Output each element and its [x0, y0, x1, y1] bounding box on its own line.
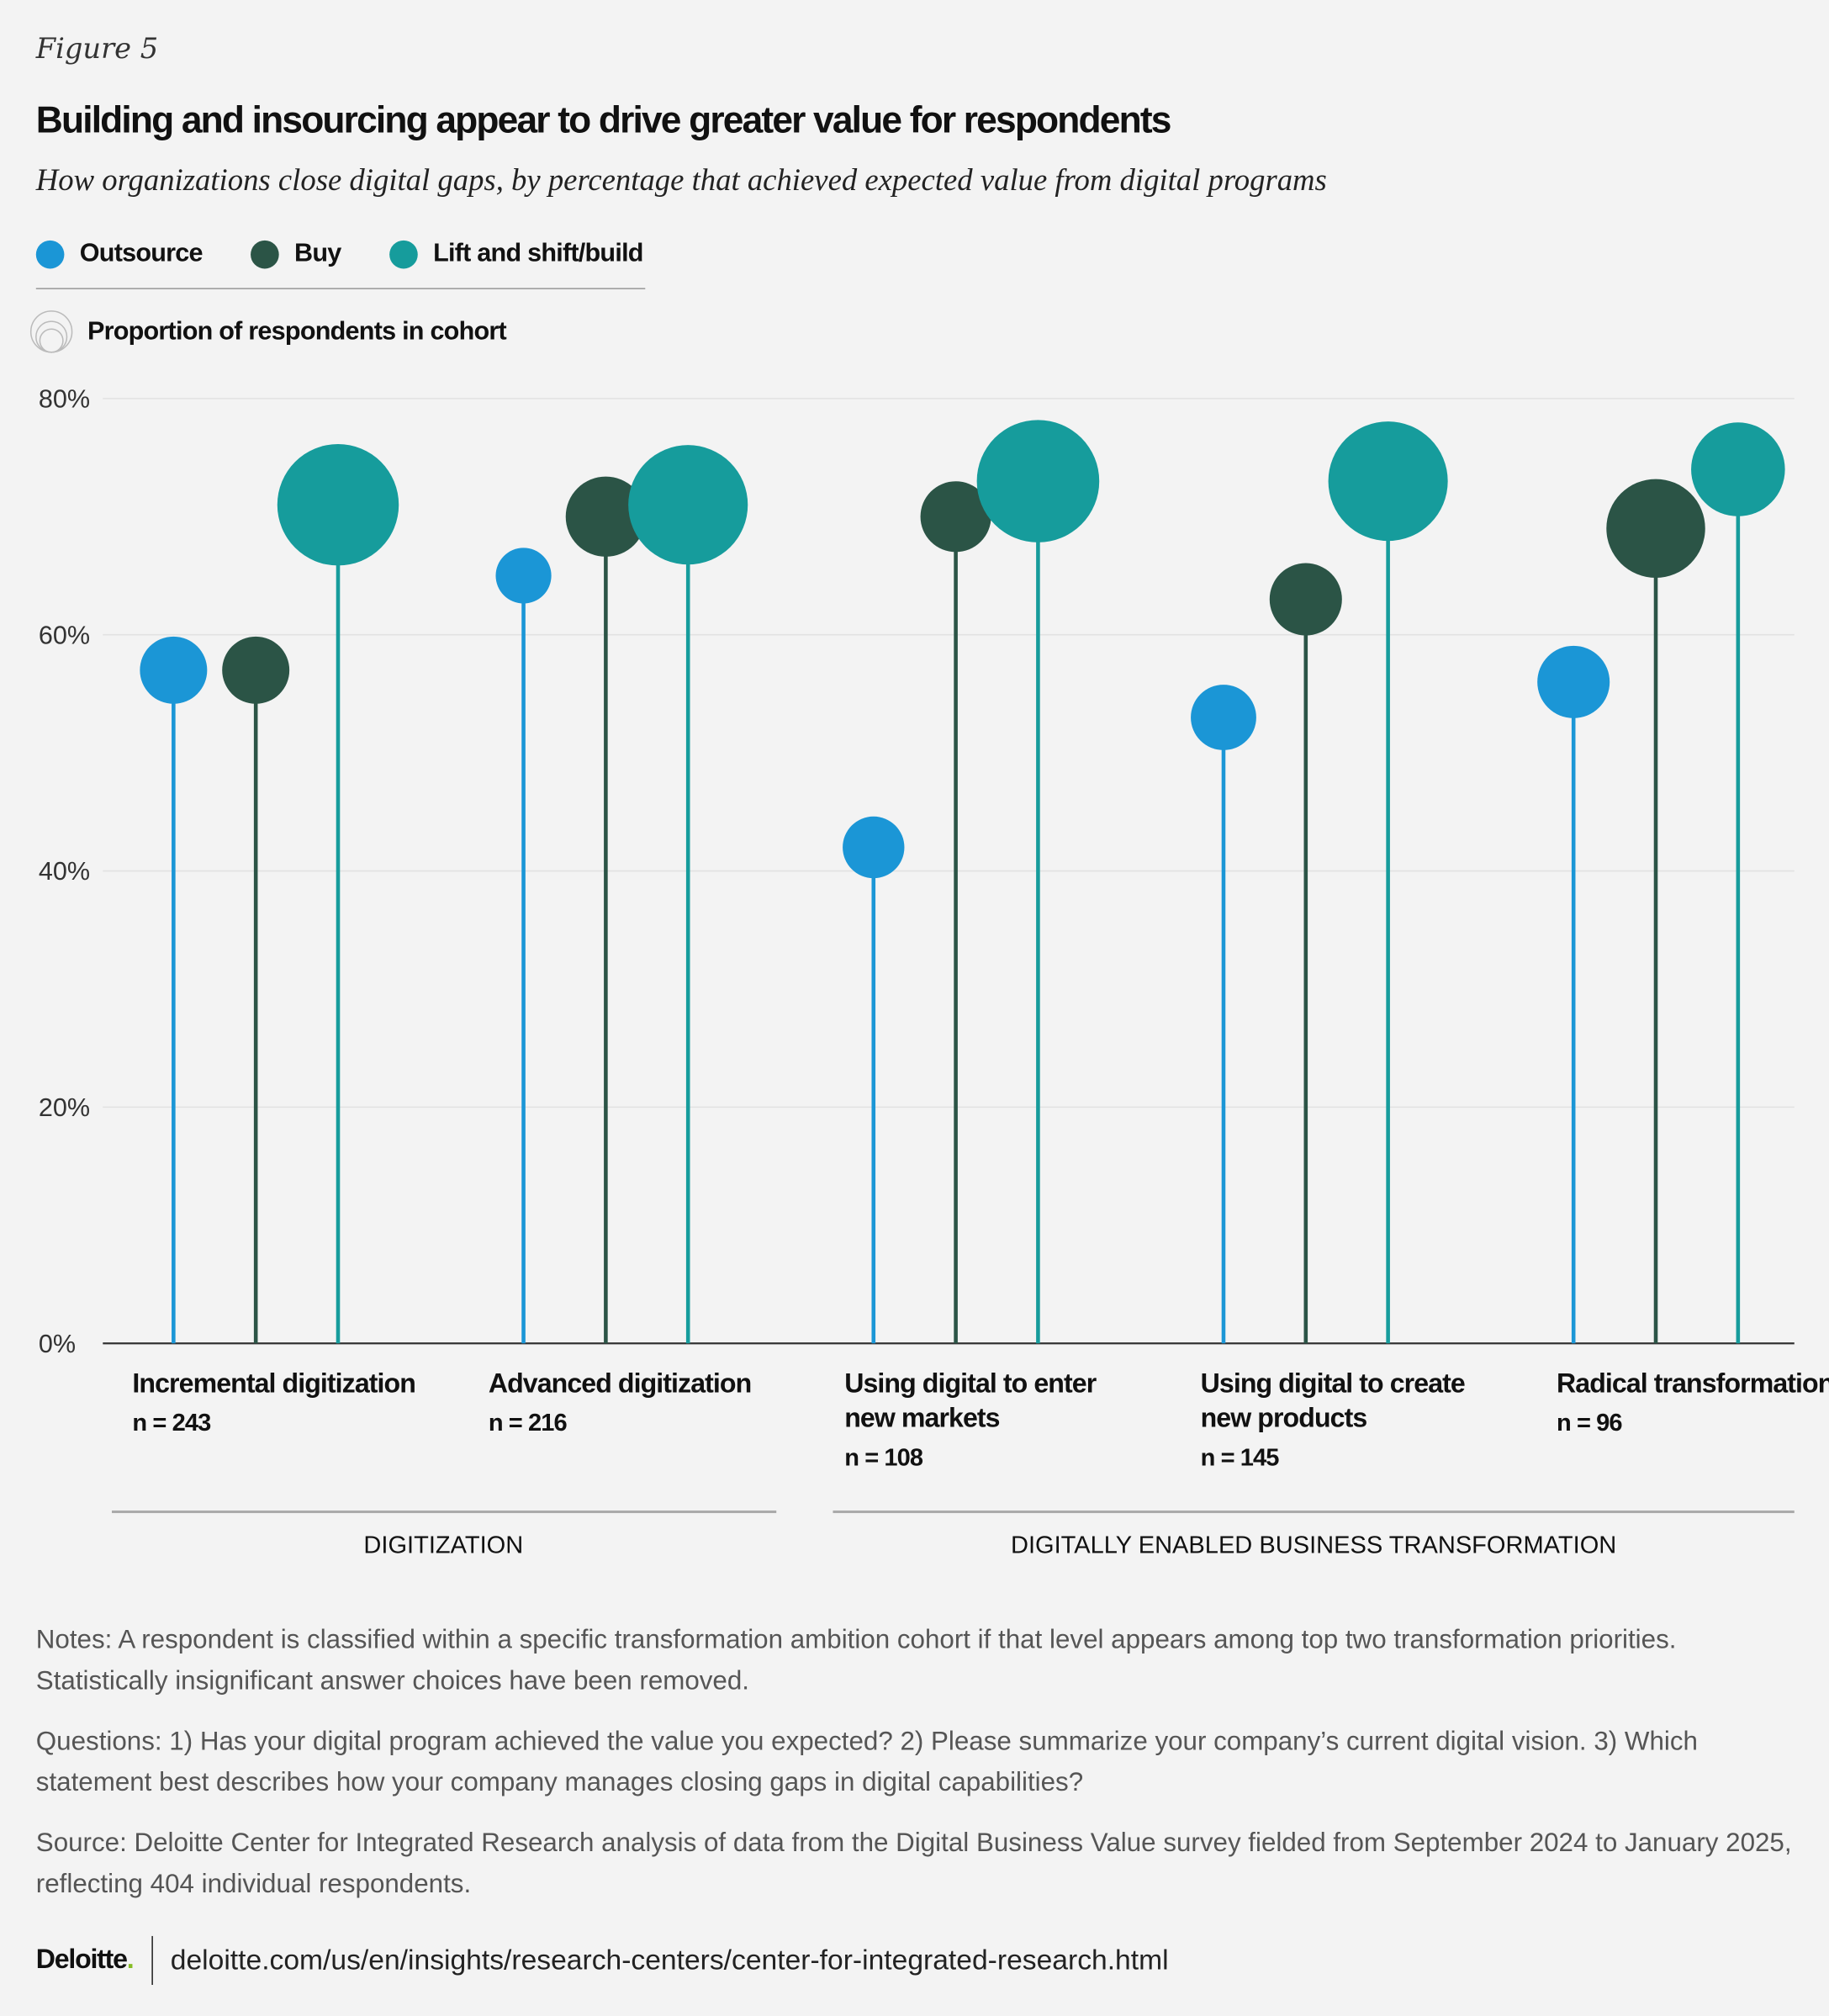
footer: Deloitte. deloitte.com/us/en/insights/re… [35, 1935, 1169, 1986]
chart-plot: 0% 20% 40% 60% 80% [39, 385, 1795, 1358]
bubble-lift-and-shift-build [1328, 421, 1448, 542]
category-n: n = 243 [132, 1410, 211, 1437]
legend-dot-icon [251, 240, 279, 268]
category-n: n = 96 [1557, 1410, 1623, 1437]
legend-size-label: Proportion of respondents in cohort [87, 316, 507, 346]
bubble-buy [222, 636, 290, 704]
bubble-buy [565, 476, 647, 557]
legend-dot-icon [389, 240, 418, 268]
category-name: Radical transformation [1557, 1368, 1829, 1400]
footer-link[interactable]: deloitte.com/us/en/insights/research-cen… [170, 1944, 1169, 1976]
legend-label: Buy [294, 239, 341, 267]
category-label: Incremental digitization n = 243 [132, 1367, 441, 1442]
category-n: n = 216 [488, 1410, 568, 1437]
legend-item-buy: Buy [251, 239, 341, 268]
y-tick-label: 80% [39, 385, 90, 414]
bubble-buy [1269, 563, 1342, 636]
legend-divider [35, 288, 646, 289]
legend-size: Proportion of respondents in cohort [29, 309, 507, 355]
notes-text: Notes: A respondent is classified within… [35, 1625, 1677, 1696]
group-label: DIGITALLY ENABLED BUSINESS TRANSFORMATIO… [1010, 1532, 1617, 1560]
category-n: n = 145 [1200, 1445, 1280, 1473]
legend-dot-icon [35, 240, 65, 268]
bubble-lift-and-shift-build [628, 445, 748, 565]
category-name: Using digital to create new products [1200, 1368, 1466, 1434]
category-label: Radical transformation n = 96 [1557, 1367, 1829, 1442]
category-n: n = 108 [844, 1445, 923, 1473]
y-tick-label: 60% [39, 621, 90, 649]
deloitte-logo: Deloitte. [35, 1945, 135, 1975]
bubble-lift-and-shift-build [1691, 422, 1785, 516]
category-name: Using digital to enter new markets [844, 1368, 1097, 1434]
bubble-lift-and-shift-build [976, 420, 1100, 542]
bubble-buy [1606, 479, 1705, 579]
chart-subtitle: How organizations close digital gaps, by… [35, 164, 1327, 198]
source-text: Source: Deloitte Center for Integrated R… [35, 1828, 1792, 1899]
legend-label: Lift and shift/build [433, 239, 643, 267]
group-label: DIGITIZATION [363, 1532, 524, 1560]
category-name: Advanced digitization [488, 1368, 752, 1400]
bubble-outsource [843, 816, 905, 879]
y-tick-label: 0% [39, 1330, 76, 1358]
figure-label: Figure 5 [35, 33, 159, 66]
category-name: Incremental digitization [132, 1368, 415, 1400]
bubble-outsource [140, 636, 208, 704]
bubble-lift-and-shift-build [277, 444, 399, 566]
category-label: Using digital to enter new markets n = 10… [844, 1367, 1153, 1476]
bubble-buy [920, 481, 991, 553]
legend-item-lift-and-shift: Lift and shift/build [389, 239, 643, 268]
bubble-outsource [1537, 645, 1610, 718]
questions-text: Questions: 1) Has your digital program a… [35, 1726, 1698, 1797]
group-line-transformation [833, 1510, 1795, 1514]
legend-item-outsource: Outsource [35, 239, 204, 268]
bubble-outsource [495, 548, 552, 604]
bubble-outsource [1191, 685, 1256, 750]
y-tick-label: 40% [39, 857, 90, 886]
category-label: Advanced digitization n = 216 [489, 1367, 797, 1442]
group-line-digitization [111, 1510, 777, 1514]
legend-label: Outsource [79, 239, 204, 267]
category-label: Using digital to create new products n = … [1201, 1367, 1509, 1476]
nested-circles-icon [29, 310, 73, 353]
chart-title: Building and insourcing appear to drive … [35, 100, 1172, 142]
y-tick-label: 20% [39, 1093, 90, 1122]
footer-divider [151, 1935, 153, 1986]
